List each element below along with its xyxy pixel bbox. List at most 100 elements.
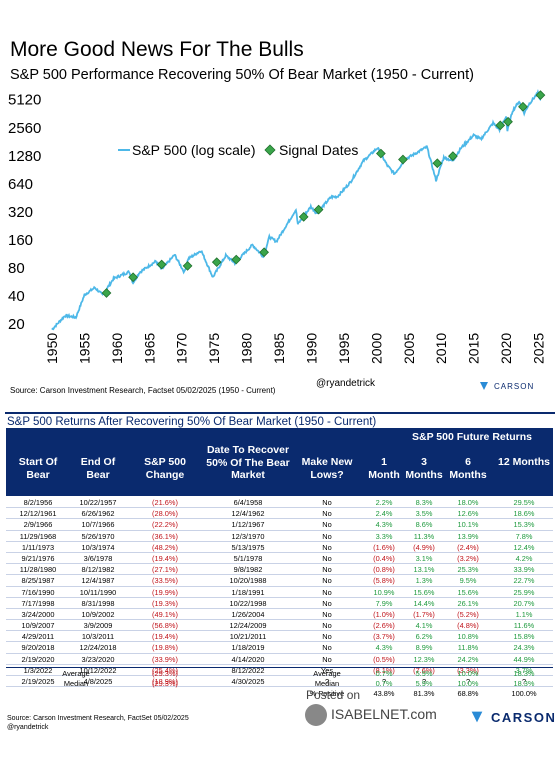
summary-median-row: Median (29.3%) Median 0.7% 5.9% 10.0% 18… (6, 678, 553, 688)
table-row: 11/28/1980 8/12/1982 (27.1%) 9/8/1982 No (0.8… (6, 564, 553, 576)
x-tick-label: 2010 (433, 333, 449, 364)
signal-marker (298, 211, 309, 222)
y-tick-label: 1280 (8, 148, 41, 165)
x-tick-label: 2025 (531, 333, 547, 364)
cell-m6: (4.8%) (457, 621, 479, 631)
watermark-posted: Posted on (306, 688, 361, 702)
cell-m3: 8.9% (415, 643, 433, 653)
cell-end: 3/6/1978 (83, 553, 113, 563)
cell-end: 8/12/1982 (81, 565, 115, 575)
table-row: 3/24/2000 10/9/2002 (49.1%) 1/26/2004 No (1.0… (6, 609, 553, 621)
signal-marker (313, 204, 324, 215)
table-row: 9/21/1976 3/6/1978 (19.4%) 5/1/1978 No (0.4%)… (6, 553, 553, 565)
cell-m6: 12.6% (457, 509, 479, 519)
cell-newlows: No (322, 509, 332, 519)
cell-m12: 7.8% (515, 531, 533, 541)
cell-end: 10/12/2022 (79, 665, 117, 675)
x-tick-label: 1985 (271, 333, 287, 364)
signal-marker (182, 261, 193, 271)
cell-start: 4/29/2011 (21, 632, 55, 642)
median-label-2: Median (314, 679, 340, 688)
cell-m12: 18.6% (513, 509, 535, 519)
cell-m1: (0.8%) (373, 565, 395, 575)
sp500-line (51, 89, 542, 331)
x-tick-label: 1975 (206, 333, 222, 364)
cell-m3: 15.6% (413, 587, 435, 597)
signal-marker (128, 272, 138, 283)
isabelnet-logo-icon (305, 704, 327, 726)
cell-m6: (3.3%) (457, 665, 479, 675)
cell-start: 2/19/2025 (21, 677, 55, 686)
cell-m12: 44.9% (513, 654, 535, 664)
carson-mark-icon-large (471, 711, 483, 723)
x-tick-label: 1950 (44, 333, 60, 364)
carson-wordmark: CARSON (494, 381, 535, 391)
cell-change: (21.6%) (152, 498, 178, 507)
x-tick-label: 2015 (466, 333, 482, 364)
cell-m3: 12.3% (413, 654, 435, 664)
cell-m6: ? (465, 677, 471, 686)
cell-end: 10/7/1966 (81, 520, 115, 530)
cell-start: 11/28/1980 (19, 565, 57, 575)
cell-m3: 13.1% (413, 565, 435, 575)
cell-m3: ? (421, 677, 427, 686)
cell-newlows: No (322, 598, 332, 608)
cell-recover: 1/18/2019 (231, 643, 265, 653)
cell-recover: 10/22/1998 (229, 598, 267, 608)
cell-m12: 15.8% (513, 632, 535, 642)
cell-change: (19.3%) (152, 598, 178, 608)
positive-1m: 43.8% (373, 689, 395, 698)
chart-source: Source: Carson Investment Research, Fact… (10, 386, 276, 395)
median-6m: 10.0% (457, 679, 479, 688)
future-returns-header: S&P 500 Future Returns (411, 431, 532, 443)
carson-mark-icon (480, 382, 488, 390)
y-tick-label: 320 (8, 204, 33, 221)
cell-recover: 1/26/2004 (231, 609, 265, 619)
signal-marker (231, 254, 242, 265)
cell-m1: 4.3% (375, 520, 393, 530)
cell-m1: (0.4%) (373, 553, 395, 563)
cell-newlows: No (322, 621, 332, 631)
header-recover: Date To Recover 50% Of The Bear Market (206, 444, 290, 481)
cell-m1: (0.5%) (373, 654, 395, 664)
avg-label: Average (62, 669, 90, 678)
cell-m6: 25.3% (457, 565, 479, 575)
cell-newlows: No (322, 531, 332, 541)
cell-m1: (8.1%) (373, 665, 395, 675)
cell-m3: 8.6% (415, 520, 433, 530)
cell-m12: ? (521, 677, 527, 686)
carson-logo-small: CARSON (478, 380, 534, 392)
cell-m12: 3.7% (515, 665, 533, 675)
cell-m12: 11.6% (513, 621, 535, 631)
cell-end: 6/26/1962 (81, 509, 115, 519)
cell-change: (33.5%) (152, 576, 178, 586)
cell-newlows: No (322, 498, 332, 507)
table-row: 7/17/1998 8/31/1998 (19.3%) 10/22/1998 No 7.9… (6, 598, 553, 609)
x-tick-label: 1990 (303, 333, 319, 364)
signal-marker (518, 101, 528, 112)
x-tick-label: 2000 (368, 333, 384, 364)
table-source: Source: Carson Investment Research, Fact… (7, 714, 189, 732)
y-tick-label: 2560 (8, 120, 41, 137)
signal-marker (101, 288, 112, 298)
cell-end: 10/9/2002 (81, 609, 115, 619)
cell-m6: 18.0% (457, 498, 479, 507)
cell-m3: 3.1% (415, 553, 433, 563)
table-summary: Average (29.3%) Average 0.7% 5.9% 10.0% … (6, 667, 553, 698)
avg-1m: 0.7% (375, 669, 393, 678)
cell-m3: 14.4% (413, 598, 435, 608)
cell-m6: 15.6% (457, 587, 479, 597)
cell-start: 11/29/1968 (19, 531, 57, 541)
cell-m3: 6.2% (415, 632, 433, 642)
cell-m6: 13.9% (457, 531, 479, 541)
header-end: End Of Bear (80, 456, 116, 481)
watermark-site: ISABELNET.com (331, 706, 437, 722)
cell-m12: 20.7% (513, 598, 535, 608)
cell-start: 12/12/1961 (19, 509, 57, 519)
table-body: 8/2/1956 10/22/1957 (21.6%) 6/4/1958 No 2.2% 8… (6, 497, 553, 688)
x-tick-label: 1970 (174, 333, 190, 364)
cell-change: (36.1%) (152, 531, 178, 541)
cell-change: (48.2%) (152, 542, 178, 552)
signal-marker (211, 257, 222, 268)
cell-end: 12/24/2018 (79, 643, 117, 653)
